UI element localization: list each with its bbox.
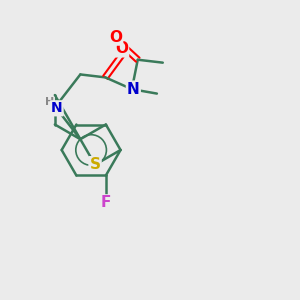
Text: S: S <box>90 157 101 172</box>
Text: O: O <box>115 41 128 56</box>
Text: F: F <box>100 195 111 210</box>
Text: N: N <box>127 82 140 97</box>
Text: O: O <box>109 30 122 45</box>
Text: N: N <box>51 101 63 115</box>
Text: H: H <box>45 98 54 107</box>
